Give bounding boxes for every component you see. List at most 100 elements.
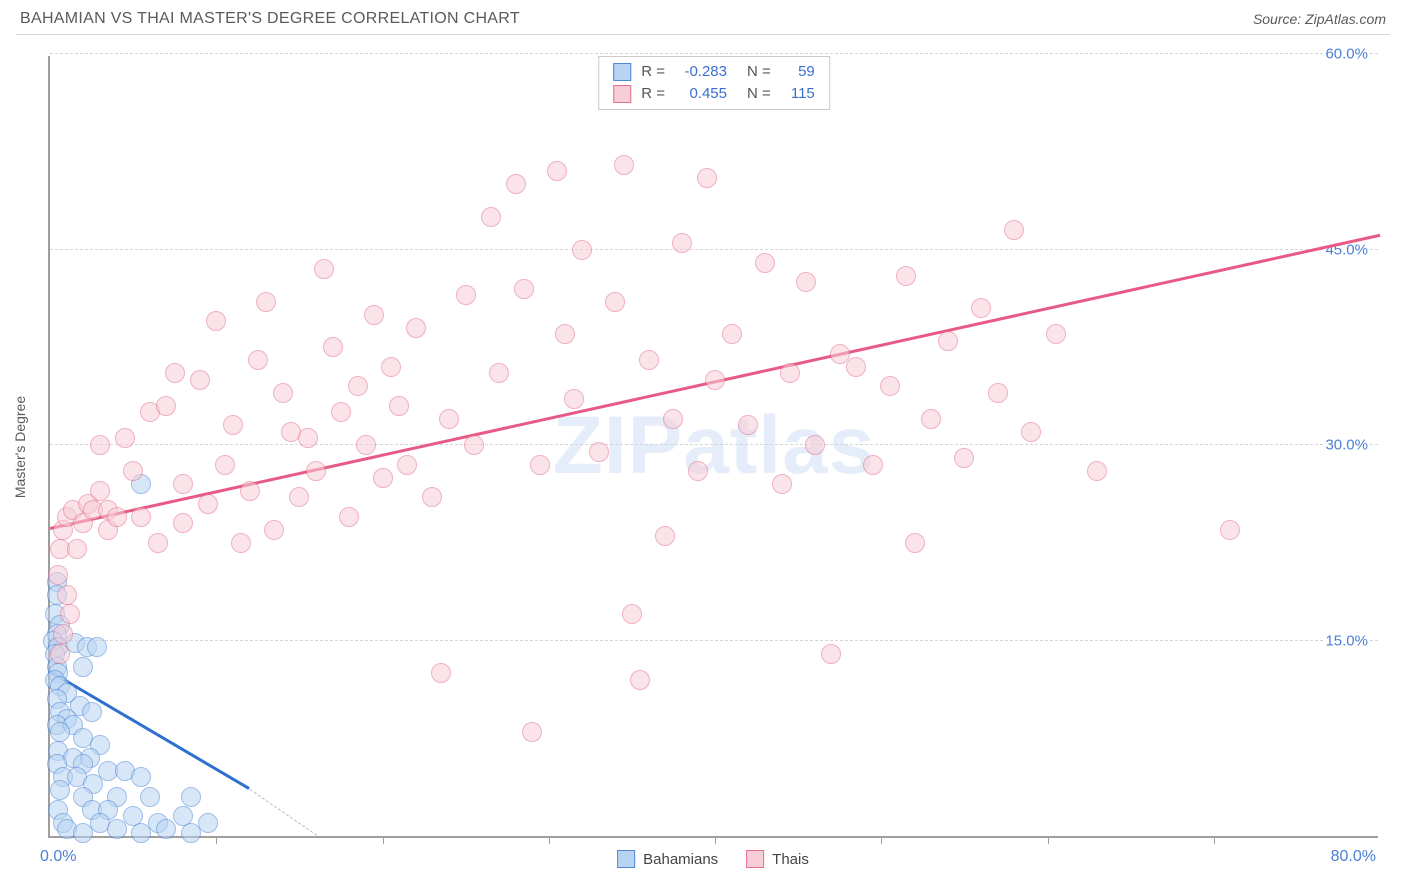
n-label: N = <box>747 83 771 105</box>
data-point <box>264 520 284 540</box>
data-point <box>389 396 409 416</box>
chart-title: BAHAMIAN VS THAI MASTER'S DEGREE CORRELA… <box>20 10 520 28</box>
stats-row: R =0.455N =115 <box>613 83 815 105</box>
x-axis-end-label: 80.0% <box>1331 848 1376 866</box>
data-point <box>356 435 376 455</box>
y-tick-label: 60.0% <box>1323 46 1370 63</box>
data-point <box>738 415 758 435</box>
data-point <box>456 285 476 305</box>
data-point <box>464 435 484 455</box>
data-point <box>306 461 326 481</box>
source-label: Source: ZipAtlas.com <box>1253 11 1386 27</box>
data-point <box>240 481 260 501</box>
data-point <box>655 526 675 546</box>
data-point <box>530 455 550 475</box>
data-point <box>50 644 70 664</box>
x-tick <box>1048 836 1049 844</box>
data-point <box>206 311 226 331</box>
data-point <box>780 363 800 383</box>
data-point <box>481 207 501 227</box>
data-point <box>165 363 185 383</box>
data-point <box>298 428 318 448</box>
n-value: 115 <box>781 83 815 105</box>
data-point <box>131 823 151 843</box>
data-point <box>589 442 609 462</box>
data-point <box>373 468 393 488</box>
legend-swatch <box>613 63 631 81</box>
x-tick <box>216 836 217 844</box>
data-point <box>115 428 135 448</box>
r-value: 0.455 <box>675 83 727 105</box>
data-point <box>331 402 351 422</box>
x-tick <box>715 836 716 844</box>
data-point <box>148 533 168 553</box>
legend: Bahamians Thais <box>617 850 809 868</box>
header: BAHAMIAN VS THAI MASTER'S DEGREE CORRELA… <box>0 0 1406 34</box>
data-point <box>572 240 592 260</box>
gridline-h <box>50 640 1378 641</box>
data-point <box>1087 461 1107 481</box>
y-axis-label: Master's Degree <box>12 396 28 498</box>
data-point <box>605 292 625 312</box>
data-point <box>988 383 1008 403</box>
data-point <box>323 337 343 357</box>
x-tick <box>881 836 882 844</box>
data-point <box>622 604 642 624</box>
data-point <box>772 474 792 494</box>
data-point <box>705 370 725 390</box>
legend-label: Thais <box>772 851 809 868</box>
data-point <box>722 324 742 344</box>
data-point <box>364 305 384 325</box>
data-point <box>688 461 708 481</box>
legend-swatch <box>613 85 631 103</box>
legend-label: Bahamians <box>643 851 718 868</box>
data-point <box>905 533 925 553</box>
data-point <box>672 233 692 253</box>
data-point <box>1004 220 1024 240</box>
legend-swatch <box>617 850 635 868</box>
data-point <box>107 819 127 839</box>
data-point <box>406 318 426 338</box>
data-point <box>215 455 235 475</box>
data-point <box>60 604 80 624</box>
data-point <box>57 585 77 605</box>
trend-line <box>249 789 316 835</box>
data-point <box>50 780 70 800</box>
data-point <box>506 174 526 194</box>
data-point <box>190 370 210 390</box>
y-tick-label: 15.0% <box>1323 632 1370 649</box>
data-point <box>614 155 634 175</box>
data-point <box>231 533 251 553</box>
data-point <box>796 272 816 292</box>
data-point <box>805 435 825 455</box>
data-point <box>880 376 900 396</box>
data-point <box>90 481 110 501</box>
data-point <box>131 767 151 787</box>
data-point <box>863 455 883 475</box>
data-point <box>339 507 359 527</box>
data-point <box>173 513 193 533</box>
data-point <box>90 435 110 455</box>
data-point <box>397 455 417 475</box>
data-point <box>821 644 841 664</box>
data-point <box>273 383 293 403</box>
stats-box: R =-0.283N =59R =0.455N =115 <box>598 56 830 110</box>
data-point <box>564 389 584 409</box>
data-point <box>87 637 107 657</box>
data-point <box>663 409 683 429</box>
data-point <box>67 539 87 559</box>
data-point <box>256 292 276 312</box>
data-point <box>555 324 575 344</box>
x-axis-start-label: 0.0% <box>40 848 76 866</box>
r-label: R = <box>641 61 665 83</box>
data-point <box>156 819 176 839</box>
data-point <box>107 507 127 527</box>
data-point <box>248 350 268 370</box>
data-point <box>123 461 143 481</box>
data-point <box>954 448 974 468</box>
data-point <box>198 494 218 514</box>
data-point <box>1220 520 1240 540</box>
x-tick <box>1214 836 1215 844</box>
legend-item: Bahamians <box>617 850 718 868</box>
data-point <box>755 253 775 273</box>
